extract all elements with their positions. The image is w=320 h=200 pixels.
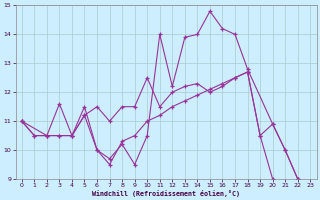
X-axis label: Windchill (Refroidissement éolien,°C): Windchill (Refroidissement éolien,°C) [92,190,240,197]
